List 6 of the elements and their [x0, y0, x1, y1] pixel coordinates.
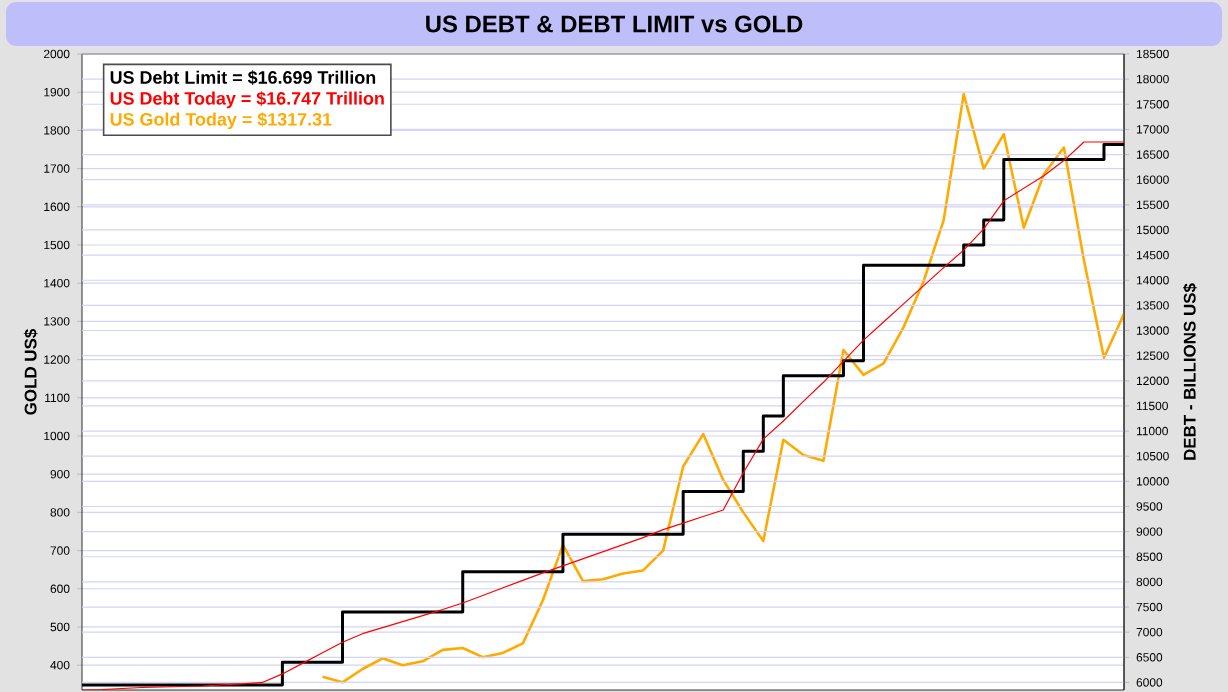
text: US Debt Today = $16.747 Trillion: [110, 91, 384, 109]
y-axis-title: GOLD US$: [23, 328, 38, 415]
text: US Gold Today = $1317.31: [110, 112, 332, 130]
text: US Debt Limit = $16.699 Trillion: [110, 70, 376, 85]
chart-title: US DEBT & DEBT LIMIT vs GOLD: [426, 15, 803, 33]
y2-axis-title: DEBT - BILLIONS US$: [1182, 283, 1197, 460]
